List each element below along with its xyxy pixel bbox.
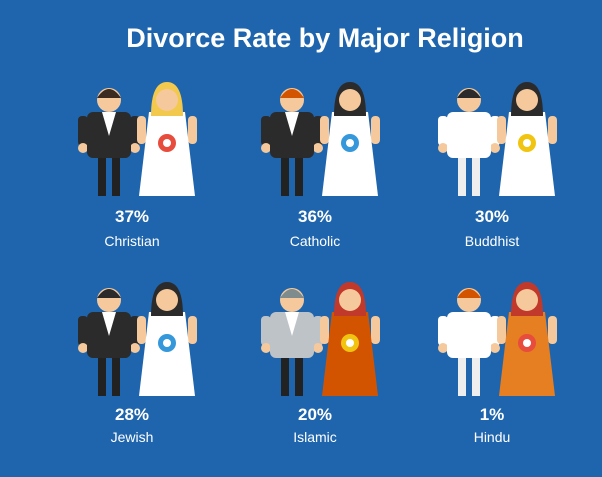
religion: Buddhist xyxy=(465,233,520,249)
groom-leg xyxy=(112,356,120,396)
bride-arm xyxy=(320,116,329,144)
groom-hair xyxy=(97,89,121,98)
bride-head xyxy=(339,89,361,111)
bride-dress xyxy=(499,312,555,396)
groom-hand xyxy=(261,343,271,353)
groom-leg xyxy=(472,156,480,196)
groom-hand xyxy=(78,343,88,353)
groom-arm xyxy=(438,116,448,146)
couple xyxy=(78,82,197,196)
bride-dress xyxy=(499,112,555,196)
groom-leg xyxy=(98,356,106,396)
bride-arm xyxy=(320,316,329,344)
groom-shirt xyxy=(102,112,116,136)
groom-hand xyxy=(490,143,500,153)
groom-arm xyxy=(261,316,271,346)
bride-head xyxy=(156,89,178,111)
bouquet-center xyxy=(523,139,531,147)
groom-shirt xyxy=(285,312,299,336)
rate: 37% xyxy=(115,207,149,226)
bouquet-center xyxy=(163,339,171,347)
groom-arm xyxy=(78,316,88,346)
groom-leg xyxy=(295,356,303,396)
rate: 36% xyxy=(298,207,332,226)
bride-dress xyxy=(322,312,378,396)
groom-arm xyxy=(438,316,448,346)
bride-arm xyxy=(497,116,506,144)
rate: 20% xyxy=(298,405,332,424)
groom-hand xyxy=(438,343,448,353)
groom-leg xyxy=(458,356,466,396)
groom-shirt xyxy=(462,112,476,136)
religion: Christian xyxy=(104,233,159,249)
groom-hair xyxy=(97,289,121,298)
groom-arm xyxy=(261,116,271,146)
groom-hand xyxy=(78,143,88,153)
bride-arm xyxy=(137,116,146,144)
religion: Islamic xyxy=(293,429,337,445)
groom-shirt xyxy=(462,312,476,336)
bride-head xyxy=(516,89,538,111)
bride-arm xyxy=(371,316,380,344)
religion: Hindu xyxy=(474,429,511,445)
rate: 1% xyxy=(480,405,505,424)
groom-hand xyxy=(490,343,500,353)
religion: Catholic xyxy=(290,233,341,249)
groom-hand xyxy=(130,143,140,153)
groom-shirt xyxy=(102,312,116,336)
groom-hand xyxy=(313,143,323,153)
title: Divorce Rate by Major Religion xyxy=(126,23,524,53)
groom-hand xyxy=(130,343,140,353)
couple xyxy=(78,282,197,396)
bouquet-center xyxy=(346,339,354,347)
bride-arm xyxy=(188,316,197,344)
bouquet-center xyxy=(346,139,354,147)
religion: Jewish xyxy=(111,429,154,445)
groom-leg xyxy=(458,156,466,196)
groom-hand xyxy=(438,143,448,153)
bride-dress xyxy=(139,312,195,396)
groom-hair xyxy=(457,89,481,98)
groom-leg xyxy=(281,156,289,196)
bride-dress xyxy=(322,112,378,196)
bride-head xyxy=(339,289,361,311)
groom-leg xyxy=(112,156,120,196)
groom-leg xyxy=(281,356,289,396)
bride-arm xyxy=(548,116,557,144)
groom-hair xyxy=(280,89,304,98)
bride-head xyxy=(516,289,538,311)
groom-hair xyxy=(457,289,481,298)
bride-arm xyxy=(188,116,197,144)
bride-arm xyxy=(497,316,506,344)
bride-arm xyxy=(548,316,557,344)
bride-head xyxy=(156,289,178,311)
groom-leg xyxy=(98,156,106,196)
bouquet-center xyxy=(163,139,171,147)
bride-arm xyxy=(137,316,146,344)
groom-hair xyxy=(280,289,304,298)
bouquet-center xyxy=(523,339,531,347)
groom-shirt xyxy=(285,112,299,136)
couple xyxy=(261,282,380,396)
groom-arm xyxy=(78,116,88,146)
couple xyxy=(438,82,557,196)
groom-hand xyxy=(313,343,323,353)
couple xyxy=(438,282,557,396)
groom-leg xyxy=(472,356,480,396)
bride-arm xyxy=(371,116,380,144)
rate: 30% xyxy=(475,207,509,226)
groom-leg xyxy=(295,156,303,196)
rate: 28% xyxy=(115,405,149,424)
bride-dress xyxy=(139,112,195,196)
groom-hand xyxy=(261,143,271,153)
couple xyxy=(261,82,380,196)
illustrations xyxy=(78,82,557,396)
